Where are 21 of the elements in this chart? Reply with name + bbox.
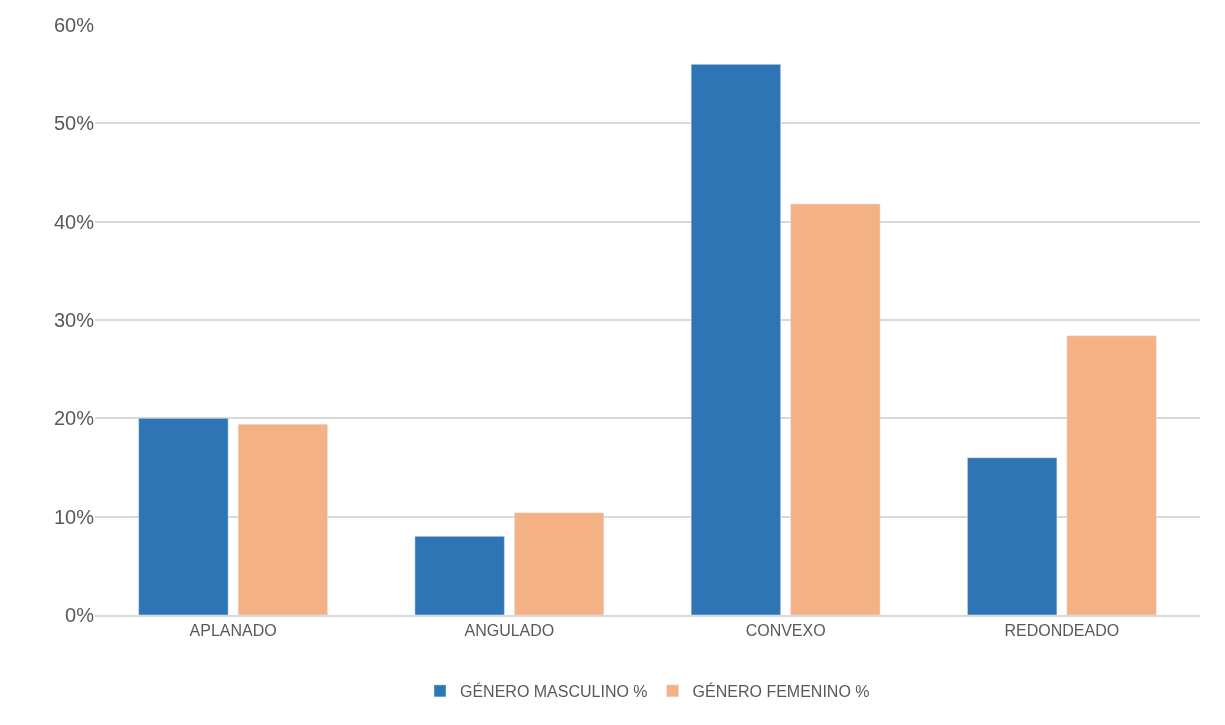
x-tick-label: ANGULADO <box>464 622 555 640</box>
y-tick-label: 0% <box>65 604 95 626</box>
bar <box>1066 335 1157 615</box>
y-tick-label: 20% <box>53 407 95 430</box>
x-tick-label: CONVEXO <box>745 622 826 640</box>
y-tick-label: 30% <box>53 309 95 331</box>
bar <box>138 418 229 615</box>
y-tick-label: 50% <box>53 112 95 135</box>
bar <box>237 423 328 615</box>
bar <box>414 536 505 615</box>
y-tick-label: 60% <box>53 14 95 36</box>
x-tick-label: REDONDEADO <box>1004 622 1120 640</box>
bar <box>967 457 1058 615</box>
x-tick-label: APLANADO <box>189 622 277 640</box>
bar <box>514 512 605 615</box>
legend-label: GÉNERO FEMENINO % <box>692 682 870 701</box>
bar <box>690 64 781 615</box>
bar <box>790 203 881 615</box>
y-tick-label: 40% <box>53 210 95 233</box>
legend-label: GÉNERO MASCULINO % <box>460 682 648 701</box>
y-tick-label: 10% <box>53 505 95 528</box>
